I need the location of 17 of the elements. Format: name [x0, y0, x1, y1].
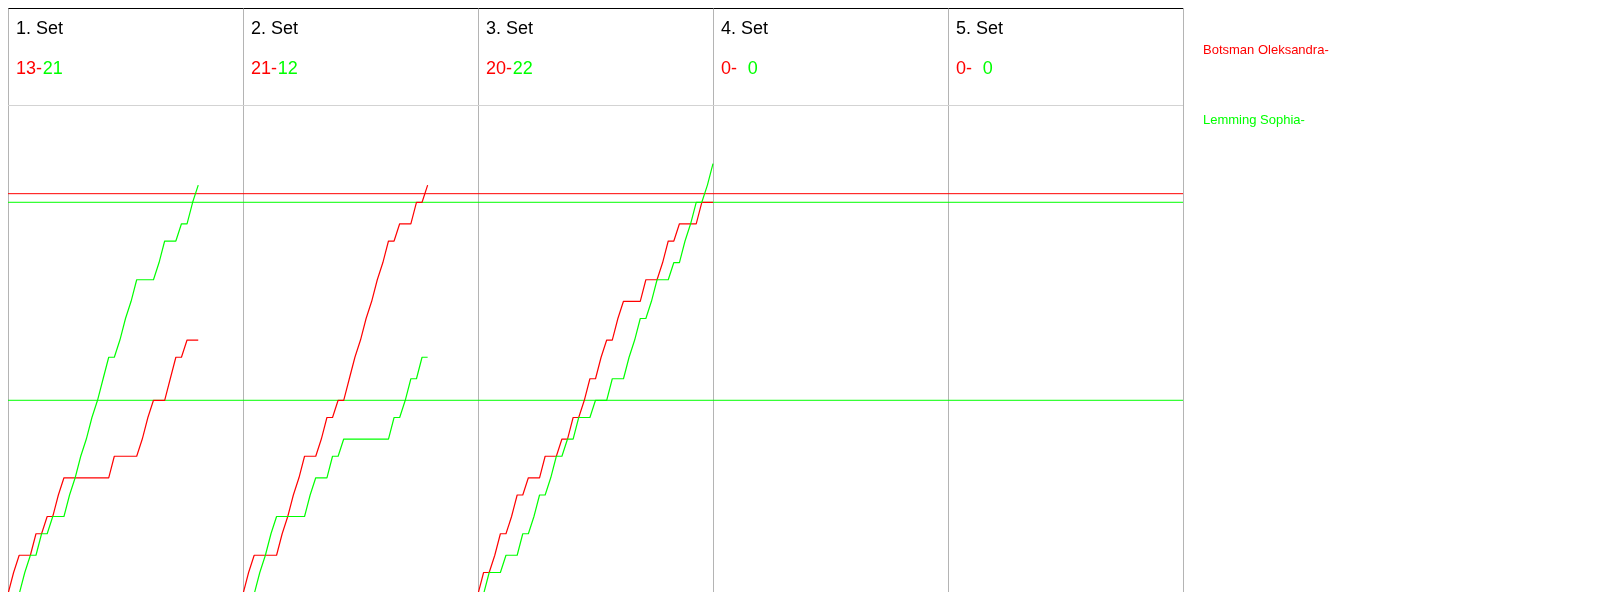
text: 12 — [277, 58, 298, 79]
text: 20- — [486, 58, 513, 79]
text: 0 — [746, 58, 758, 79]
text: 2. Set — [251, 18, 299, 39]
text: 1. Set — [16, 18, 64, 39]
text: 0 — [981, 58, 993, 79]
text: Botsman Oleksandra- — [1203, 42, 1329, 59]
text: 4. Set — [721, 18, 769, 39]
text: 13- — [16, 58, 43, 79]
text: Lemming Sophia- — [1203, 112, 1306, 129]
text: 0- — [721, 58, 738, 79]
text: 21 — [42, 58, 63, 79]
text: 5. Set — [956, 18, 1004, 39]
text: 0- — [956, 58, 973, 79]
text: 22 — [512, 58, 533, 79]
text: 3. Set — [486, 18, 534, 39]
text: 21- — [251, 58, 278, 79]
